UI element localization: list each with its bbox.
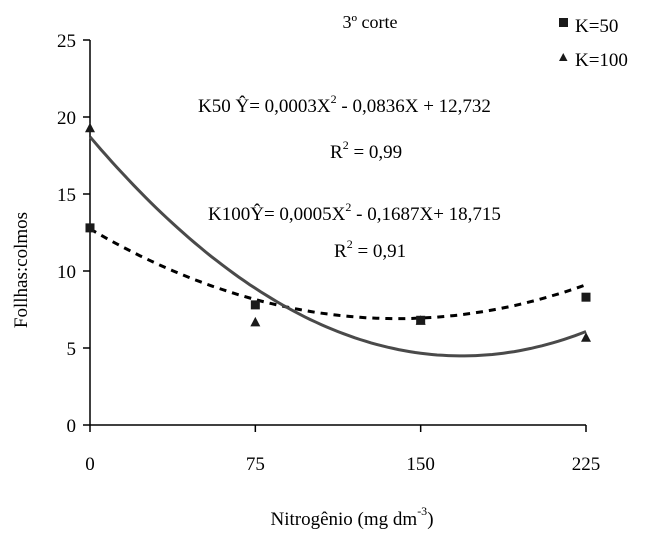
x-axis-label: Nitrogênio (mg dm-3) [270, 504, 433, 530]
y-tick-label: 15 [57, 185, 76, 206]
equation-k100: K100Ŷ= 0,0005X2 - 0,1687X+ 18,715 R2 = 0… [208, 200, 501, 262]
r2-k100-label: R [334, 241, 347, 262]
equation-k50-exp: 2 [331, 92, 337, 106]
equation-k50-text: K50 Ŷ= 0,0003X2 - 0,0836X + 12,732 [198, 92, 491, 117]
equation-k50-yhat: Ŷ [235, 95, 249, 117]
data-points [85, 122, 591, 342]
legend-k50-label: K=50 [575, 16, 618, 37]
r2-k50-text: R2 = 0,99 [330, 138, 402, 163]
y-axis-label: Follhas:colmos [11, 212, 32, 328]
equation-k100-yhat: Ŷ [250, 203, 264, 225]
r2-k50-value: = 0,99 [349, 142, 402, 163]
point-k100 [415, 315, 426, 325]
equation-k50: K50 Ŷ= 0,0003X2 - 0,0836X + 12,732 R2 = … [198, 92, 491, 163]
trend-lines [88, 135, 587, 358]
legend: K=50 K=100 [559, 16, 628, 71]
legend-k100-marker [559, 53, 568, 61]
equation-k100-prefix: K100 [208, 204, 250, 225]
x-axis-label-main: Nitrogênio (mg dm [270, 509, 417, 530]
y-tick-label: 0 [67, 416, 77, 437]
x-tick-label: 0 [85, 454, 95, 475]
equation-k100-text: K100Ŷ= 0,0005X2 - 0,1687X+ 18,715 [208, 200, 501, 225]
axes [83, 39, 587, 432]
y-tick-label: 5 [67, 339, 77, 360]
r2-k100-text: R2 = 0,91 [334, 237, 406, 262]
equation-k50-body: = 0,0003X [249, 96, 331, 117]
equation-k50-prefix: K50 [198, 96, 235, 117]
legend-k50-marker [559, 18, 568, 27]
equation-k50-rest: - 0,0836X + 12,732 [337, 96, 491, 117]
point-k100 [85, 122, 95, 133]
trend-line-k50 [89, 227, 587, 321]
point-k50 [581, 292, 591, 302]
x-axis-label-end: ) [427, 509, 433, 530]
x-axis-label-sup: -3 [417, 504, 427, 518]
point-k50 [85, 223, 95, 233]
x-tick-label: 150 [406, 454, 435, 475]
r2-k50-label: R [330, 142, 343, 163]
y-tick-label: 25 [57, 31, 76, 52]
r2-k100-exp: 2 [347, 237, 353, 251]
x-tick-label: 75 [246, 454, 265, 475]
equation-k100-body: = 0,0005X [264, 204, 346, 225]
y-tick-label: 10 [57, 262, 76, 283]
r2-k50-exp: 2 [343, 138, 349, 152]
trend-line-k100 [88, 135, 587, 358]
equation-k100-exp: 2 [345, 200, 351, 214]
point-k100 [250, 316, 261, 327]
r2-k100-value: = 0,91 [353, 241, 406, 262]
legend-k100-label: K=100 [575, 50, 628, 71]
point-k50 [250, 300, 260, 310]
x-tick-label: 225 [572, 454, 601, 475]
point-k100 [581, 332, 591, 342]
tick-labels: 0 5 10 15 20 25 0 75 150 225 [57, 31, 600, 475]
chart-title: 3º corte [342, 12, 397, 32]
y-tick-label: 20 [57, 108, 76, 129]
equation-k100-rest: - 0,1687X+ 18,715 [351, 204, 501, 225]
